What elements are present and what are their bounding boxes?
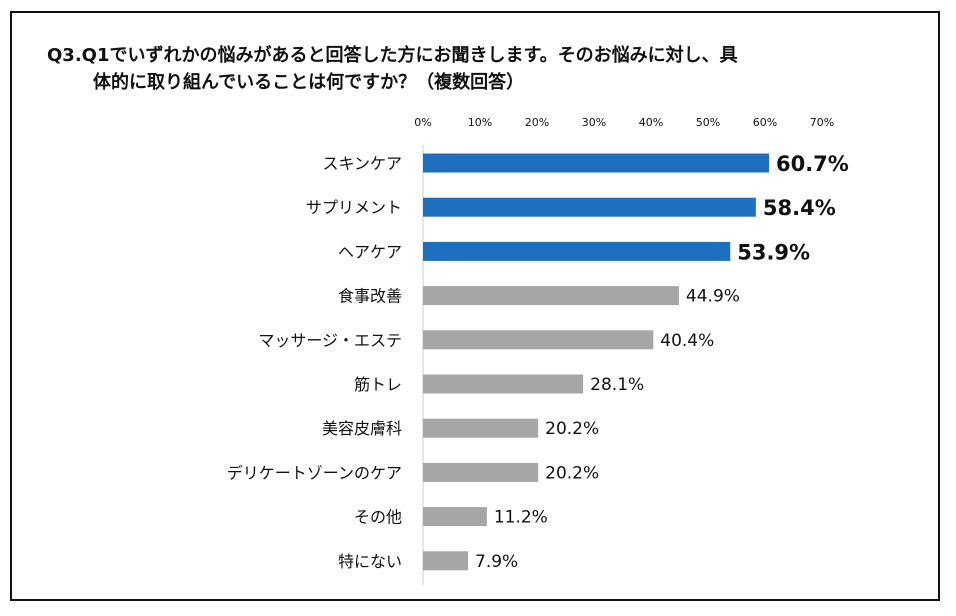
x-tick-label: 70% [810, 116, 834, 129]
data-label: 40.4% [660, 331, 714, 351]
title-line-2: 体的に取り組んでいることは何ですか？（複数回答） [93, 72, 525, 93]
data-label: 7.9% [475, 552, 518, 572]
chart-frame [10, 11, 940, 601]
bar [423, 286, 679, 306]
category-label: 食事改善 [338, 287, 402, 306]
data-label: 58.4% [763, 196, 836, 220]
data-label: 11.2% [494, 508, 548, 528]
bar [423, 197, 756, 217]
category-label: マッサージ・エステ [258, 331, 402, 350]
bar [423, 551, 469, 571]
data-label: 60.7% [776, 152, 849, 176]
category-label: ヘアケア [338, 242, 402, 261]
category-label: スキンケア [322, 154, 402, 173]
x-tick-label: 30% [582, 116, 606, 129]
category-label: 筋トレ [354, 375, 402, 394]
data-label: 20.2% [545, 419, 599, 439]
bar [423, 153, 769, 173]
x-tick-label: 0% [414, 116, 431, 129]
data-label: 44.9% [686, 287, 740, 307]
data-label: 53.9% [737, 240, 810, 264]
bar [423, 330, 654, 350]
category-label: デリケートゾーンのケア [227, 463, 402, 482]
bar [423, 507, 487, 527]
chart-title: Q3.Q1でいずれかの悩みがあると回答した方にお聞きします。そのお悩みに対し、具… [47, 42, 907, 96]
x-tick-label: 40% [639, 116, 663, 129]
x-tick-label: 50% [696, 116, 720, 129]
x-tick-label: 20% [525, 116, 549, 129]
bar [423, 418, 539, 438]
category-label: その他 [354, 508, 402, 527]
x-tick-label: 10% [468, 116, 492, 129]
bar [423, 374, 584, 394]
x-tick-label: 60% [753, 116, 777, 129]
data-label: 20.2% [545, 463, 599, 483]
category-label: 美容皮膚科 [322, 419, 402, 438]
category-label: サプリメント [306, 198, 402, 217]
bar [423, 241, 731, 261]
data-label: 28.1% [590, 375, 644, 395]
category-label: 特にない [338, 552, 402, 571]
title-line-1: Q3.Q1でいずれかの悩みがあると回答した方にお聞きします。そのお悩みに対し、具 [47, 45, 738, 66]
bar [423, 462, 539, 482]
